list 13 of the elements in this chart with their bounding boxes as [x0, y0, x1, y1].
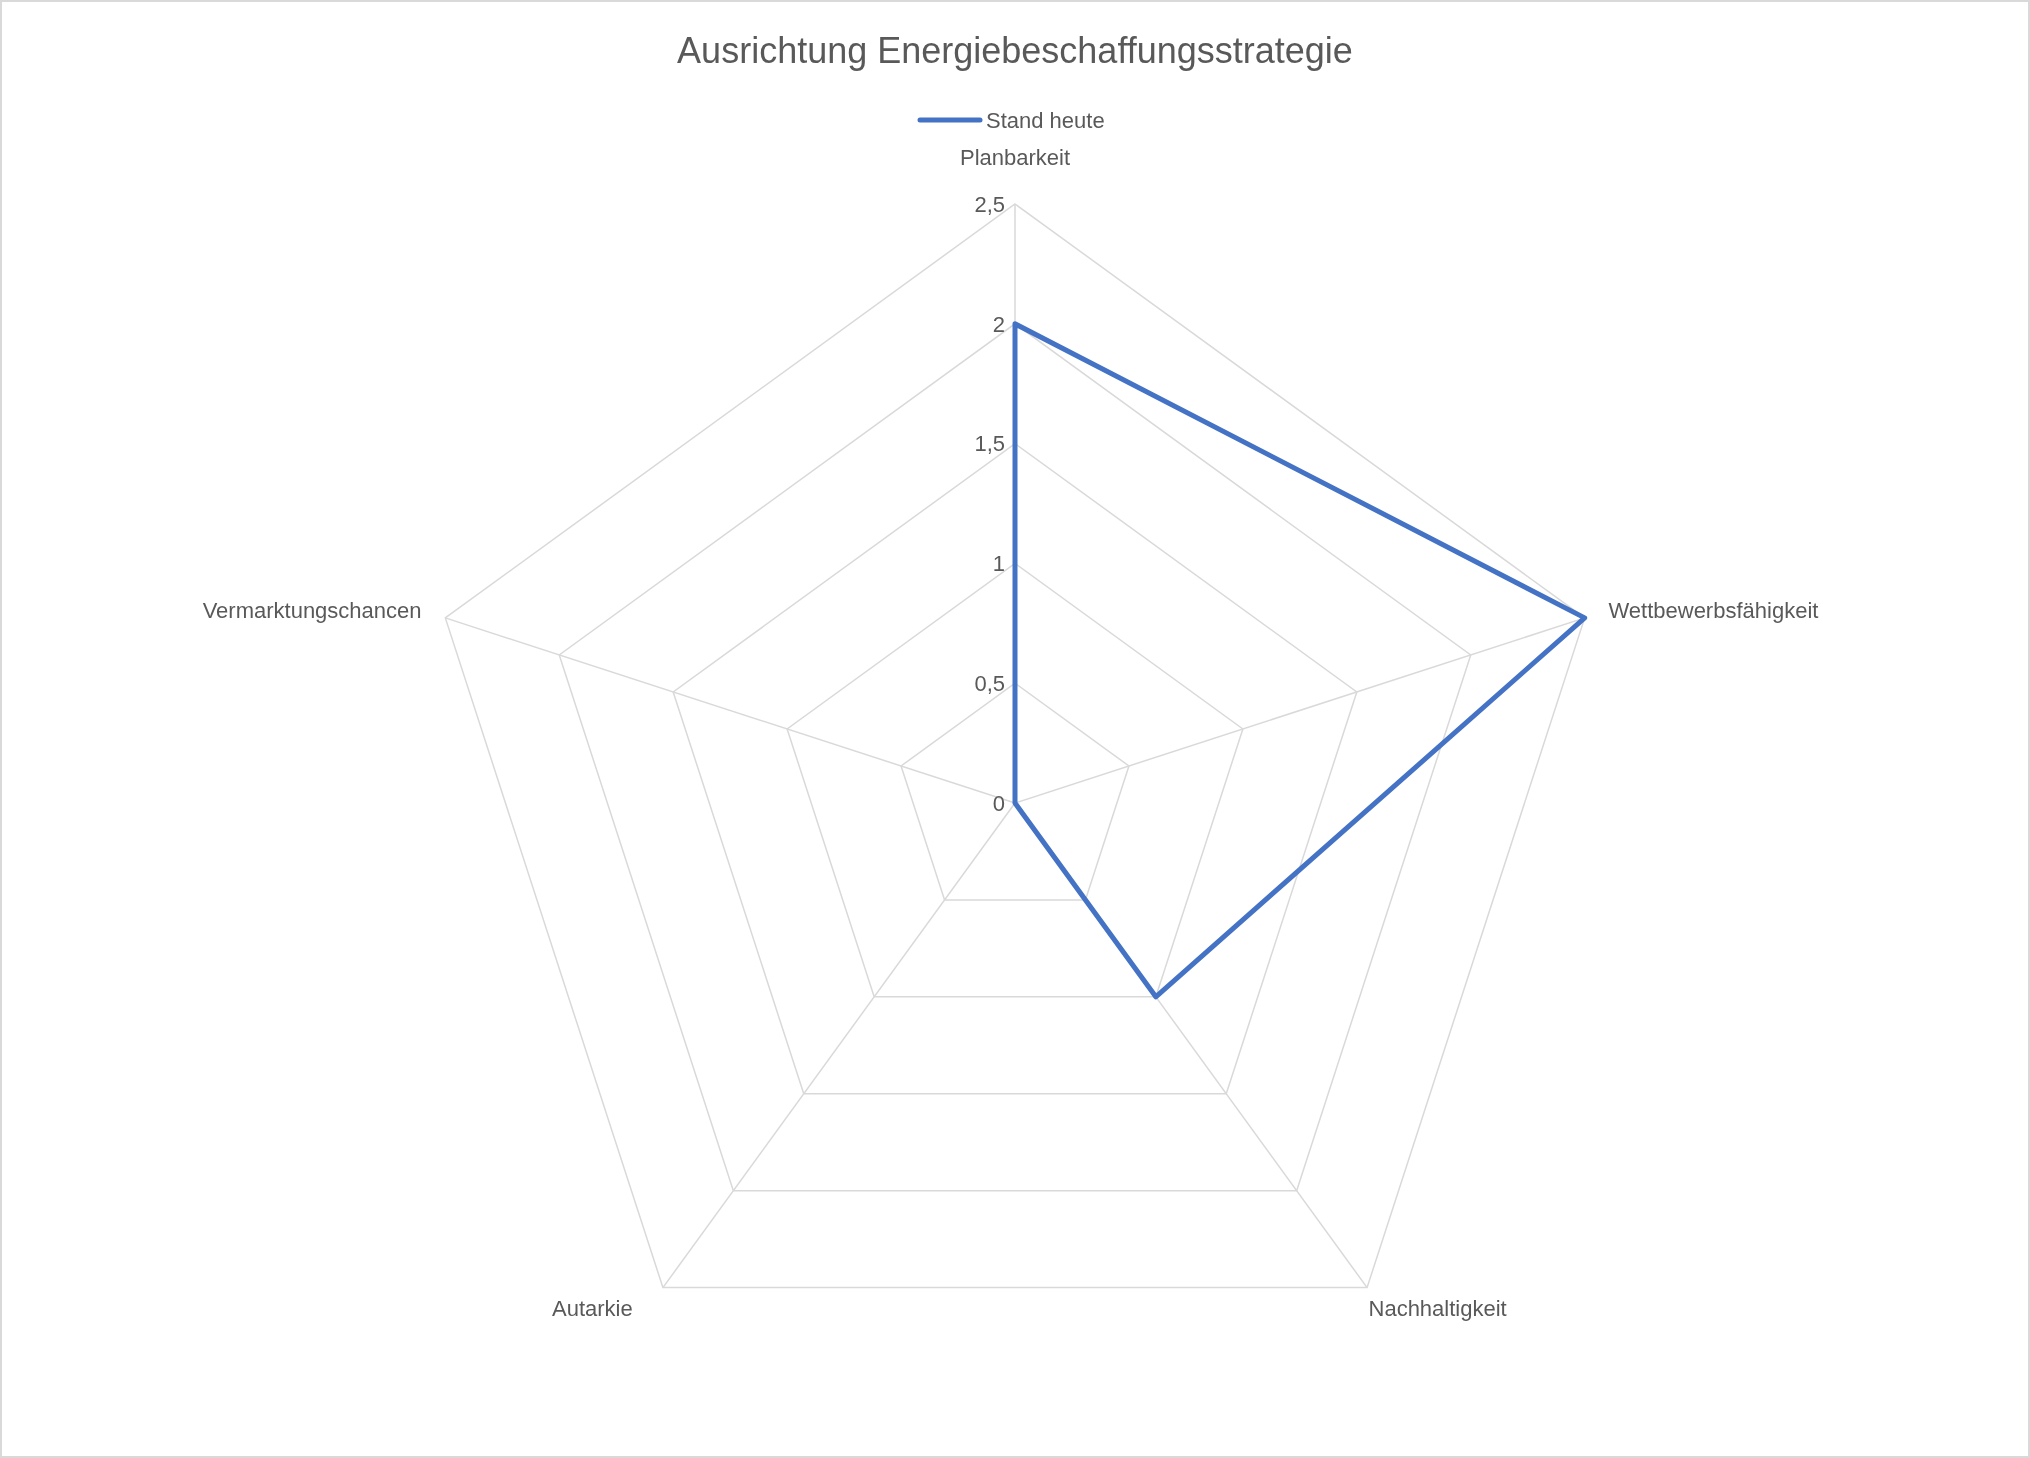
spoke-label: Wettbewerbsfähigkeit — [1608, 597, 1819, 623]
y-tick-label: 0 — [992, 790, 1005, 816]
chart-title: Ausrichtung Energiebeschaffungsstrategie — [677, 29, 1353, 71]
y-tick-label: 1 — [992, 551, 1005, 577]
y-tick-label: 2 — [992, 311, 1005, 337]
spoke-label: Autarkie — [552, 1295, 633, 1321]
y-tick-label: 2,5 — [974, 191, 1005, 217]
spoke-label: Nachhaltigkeit — [1368, 1295, 1507, 1321]
spoke-label: Planbarkeit — [959, 144, 1071, 170]
y-tick-label: 1,5 — [974, 431, 1005, 457]
y-tick-label: 0,5 — [974, 670, 1005, 696]
legend-label: Stand heute — [986, 107, 1105, 133]
spoke-label: Vermarktungschancen — [202, 597, 422, 623]
